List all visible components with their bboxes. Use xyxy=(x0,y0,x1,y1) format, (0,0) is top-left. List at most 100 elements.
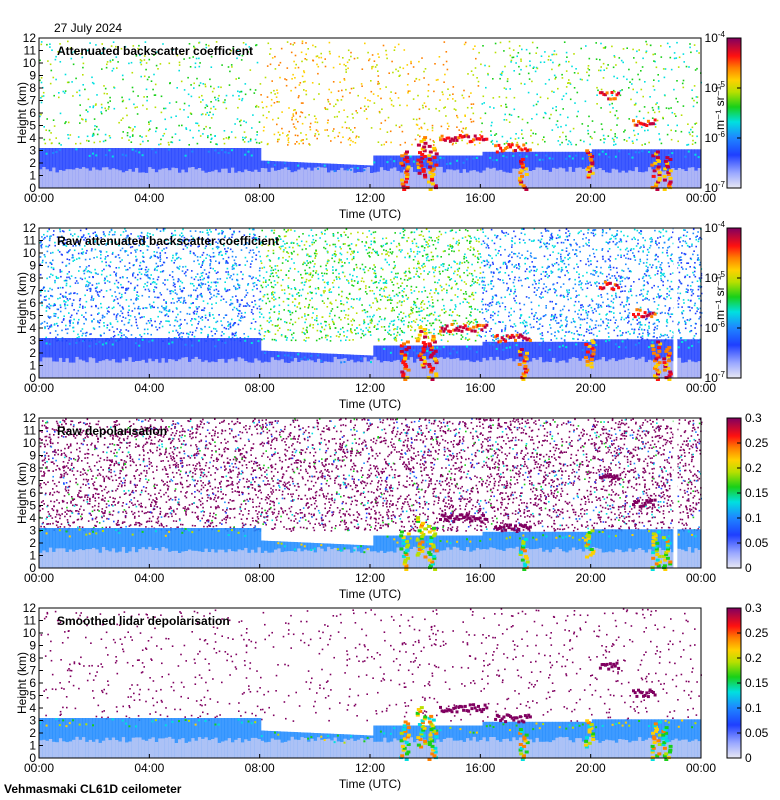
panel-title: Smoothed lidar depolarisation xyxy=(57,614,230,628)
y-tick-label: 4 xyxy=(29,321,36,335)
panel-title: Raw depolarisation xyxy=(57,424,167,438)
colorbar-tick-label: 10-6 xyxy=(705,320,726,335)
y-tick-label: 12 xyxy=(23,601,37,615)
y-tick-label: 5 xyxy=(29,689,36,703)
x-tick-label: 12:00 xyxy=(355,761,385,775)
y-tick-label: 12 xyxy=(23,411,37,425)
x-tick-label: 16:00 xyxy=(465,571,495,585)
colorbar-tick-label: 0.05 xyxy=(745,726,769,740)
colorbar-tick-label: 0.1 xyxy=(745,701,762,715)
colorbar-tick-label: 0.15 xyxy=(745,486,769,500)
y-tick-label: 8 xyxy=(29,651,36,665)
panel-4: Smoothed lidar depolarisation01234567891… xyxy=(15,601,769,791)
y-tick-label: 1 xyxy=(29,169,36,183)
x-tick-label: 20:00 xyxy=(576,761,606,775)
colorbar-tick-label: 10-7 xyxy=(705,370,726,385)
y-tick-label: 10 xyxy=(23,626,37,640)
y-tick-label: 3 xyxy=(29,334,36,348)
colorbar-tick-label: 0.15 xyxy=(745,676,769,690)
x-tick-label: 04:00 xyxy=(134,381,164,395)
colorbar-tick-label: 0 xyxy=(745,561,752,575)
colorbar-tick-label: 0.25 xyxy=(745,436,769,450)
y-tick-label: 3 xyxy=(29,144,36,158)
y-tick-label: 1 xyxy=(29,739,36,753)
y-tick-label: 7 xyxy=(29,284,36,298)
x-axis-label: Time (UTC) xyxy=(339,397,401,411)
colorbar-tick-label: 0.25 xyxy=(745,626,769,640)
y-axis-label: Height (km) xyxy=(15,462,29,524)
y-tick-label: 8 xyxy=(29,271,36,285)
y-tick-label: 5 xyxy=(29,499,36,513)
y-tick-label: 11 xyxy=(24,614,37,628)
colorbar-tick-label: 10-4 xyxy=(705,220,726,235)
y-axis-label: Height (km) xyxy=(15,82,29,144)
y-tick-label: 6 xyxy=(29,106,36,120)
y-tick-label: 12 xyxy=(23,221,37,235)
colorbar-tick-label: 10-5 xyxy=(705,80,726,95)
colorbar-gradient xyxy=(726,37,742,189)
panel-title: Raw attenuated backscatter coefficient xyxy=(57,234,279,248)
x-axis-label: Time (UTC) xyxy=(339,207,401,221)
y-tick-label: 7 xyxy=(29,474,36,488)
x-tick-label: 08:00 xyxy=(245,191,275,205)
panel-1: Attenuated backscatter coefficient 012345… xyxy=(15,30,742,221)
x-tick-label: 16:00 xyxy=(465,761,495,775)
y-tick-label: 0 xyxy=(29,751,36,765)
x-tick-label: 12:00 xyxy=(355,191,385,205)
y-tick-label: 0 xyxy=(29,561,36,575)
y-tick-label: 1 xyxy=(29,549,36,563)
colorbar: 10-7 10-6 10-5 10-4 m⁻¹ sr⁻¹ xyxy=(705,30,742,195)
y-tick-label: 4 xyxy=(29,131,36,145)
colorbar-tick-label: 0 xyxy=(745,751,752,765)
colorbar-tick-label: 0.1 xyxy=(745,511,762,525)
panel-title: Attenuated backscatter coefficient xyxy=(57,44,253,58)
colorbar-tick-label: 10-4 xyxy=(705,30,726,45)
x-tick-label: 00:00 xyxy=(24,761,54,775)
colorbar: 0 0.05 0.1 0.15 0.2 0.25 0.3 xyxy=(726,601,769,765)
x-tick-label: 08:00 xyxy=(245,761,275,775)
site-label: Vehmasmaki CL61D ceilometer xyxy=(4,782,182,796)
colorbar-tick-label: 0.3 xyxy=(745,411,762,425)
y-tick-label: 3 xyxy=(29,524,36,538)
colorbar-tick-label: 10-7 xyxy=(705,180,726,195)
x-tick-label: 16:00 xyxy=(465,381,495,395)
y-axis-label: Height (km) xyxy=(15,272,29,334)
x-tick-label: 00:00 xyxy=(686,381,716,395)
y-tick-label: 2 xyxy=(29,156,36,170)
y-tick-label: 5 xyxy=(29,119,36,133)
x-tick-label: 00:00 xyxy=(24,381,54,395)
colorbar: 0 0.05 0.1 0.15 0.2 0.25 0.3 xyxy=(726,411,769,575)
colorbar-tick-label: 0.2 xyxy=(745,651,762,665)
colorbar-unit: m⁻¹ sr⁻¹ xyxy=(713,86,727,130)
x-tick-label: 00:00 xyxy=(24,191,54,205)
y-tick-label: 4 xyxy=(29,511,36,525)
y-tick-label: 0 xyxy=(29,371,36,385)
y-tick-label: 7 xyxy=(29,94,36,108)
x-axis-label: Time (UTC) xyxy=(339,777,401,791)
y-tick-label: 6 xyxy=(29,296,36,310)
y-tick-label: 9 xyxy=(29,639,36,653)
colorbar-tick-label: 0.2 xyxy=(745,461,762,475)
y-tick-label: 1 xyxy=(29,359,36,373)
y-tick-label: 9 xyxy=(29,259,36,273)
date-label: 27 July 2024 xyxy=(54,21,122,35)
x-tick-label: 00:00 xyxy=(686,191,716,205)
colorbar-tick-label: 0.05 xyxy=(745,536,769,550)
y-tick-label: 0 xyxy=(29,181,36,195)
panels: Attenuated backscatter coefficient012345… xyxy=(15,30,769,791)
x-tick-label: 00:00 xyxy=(686,571,716,585)
y-tick-label: 2 xyxy=(29,536,36,550)
y-tick-label: 4 xyxy=(29,701,36,715)
y-tick-label: 7 xyxy=(29,664,36,678)
y-tick-label: 8 xyxy=(29,461,36,475)
y-tick-label: 11 xyxy=(24,44,37,58)
y-tick-label: 10 xyxy=(23,246,37,260)
x-tick-label: 04:00 xyxy=(134,761,164,775)
y-tick-label: 6 xyxy=(29,486,36,500)
y-tick-label: 2 xyxy=(29,726,36,740)
colorbar: 10-7 10-6 10-5 10-4 m⁻¹ sr⁻¹ xyxy=(705,220,742,385)
x-tick-label: 20:00 xyxy=(576,191,606,205)
data-gap xyxy=(673,418,678,568)
x-tick-label: 04:00 xyxy=(134,571,164,585)
y-tick-label: 9 xyxy=(29,449,36,463)
